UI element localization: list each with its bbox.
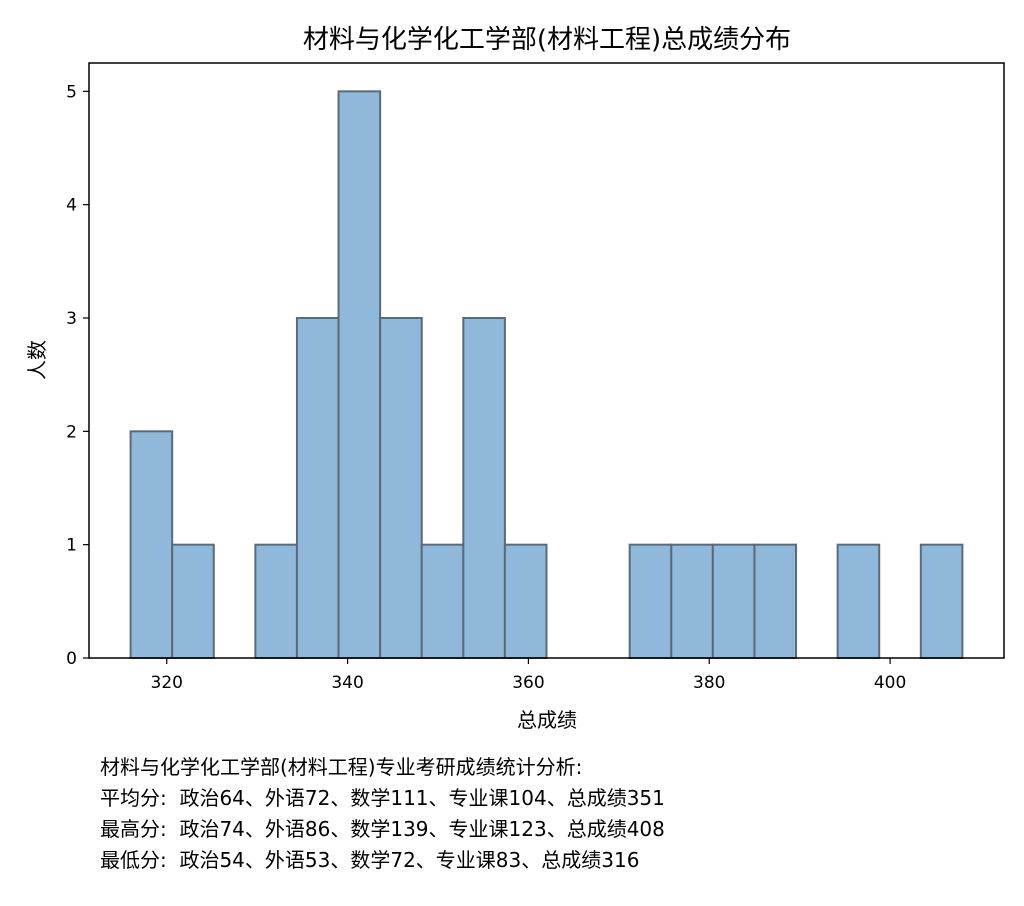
histogram-bar [129, 430, 174, 660]
y-axis-ticks: 0 1 2 3 4 5 [66, 82, 89, 669]
histogram-bars [129, 90, 964, 660]
x-tick-label: 400 [874, 673, 906, 693]
histogram-bar [670, 543, 714, 660]
summary-heading: 材料与化学化工学部(材料工程)专业考研成绩统计分析: [100, 755, 583, 779]
x-axis-label: 总成绩 [517, 708, 577, 732]
y-tick-label: 0 [66, 649, 77, 669]
histogram-bar [420, 543, 465, 660]
histogram-bar [462, 317, 506, 659]
histogram-bar [295, 317, 340, 659]
histogram-bar [503, 543, 548, 660]
y-tick-label: 4 [66, 196, 77, 216]
stats-summary: 材料与化学化工学部(材料工程)专业考研成绩统计分析: 平均分: 政治64、外语7… [100, 752, 665, 876]
histogram-bar [379, 317, 423, 659]
histogram-bar [836, 543, 881, 660]
plot-frame [88, 62, 1005, 659]
x-axis-ticks: 320 340 360 380 400 [151, 658, 906, 693]
y-tick-label: 5 [66, 82, 77, 102]
histogram-bar [753, 543, 798, 660]
histogram-bar [337, 90, 382, 660]
chart-title: 材料与化学化工学部(材料工程)总成绩分布 [303, 25, 791, 55]
x-tick-label: 360 [512, 673, 544, 693]
histogram-bar [171, 543, 215, 660]
histogram-bar [711, 543, 756, 660]
summary-minimum: 最低分: 政治54、外语53、数学72、专业课83、总成绩316 [100, 848, 640, 872]
y-tick-label: 3 [66, 309, 77, 329]
x-tick-label: 380 [693, 673, 725, 693]
y-axis-label: 人数 [25, 340, 49, 380]
x-tick-label: 320 [151, 673, 183, 693]
y-tick-label: 2 [66, 422, 77, 442]
y-tick-label: 1 [66, 536, 77, 556]
summary-maximum: 最高分: 政治74、外语86、数学139、专业课123、总成绩408 [100, 817, 665, 841]
histogram-bar [919, 543, 964, 660]
histogram-bar [254, 543, 298, 660]
x-tick-label: 340 [331, 673, 363, 693]
histogram-bar [628, 543, 673, 660]
summary-average: 平均分: 政治64、外语72、数学111、专业课104、总成绩351 [100, 786, 665, 810]
